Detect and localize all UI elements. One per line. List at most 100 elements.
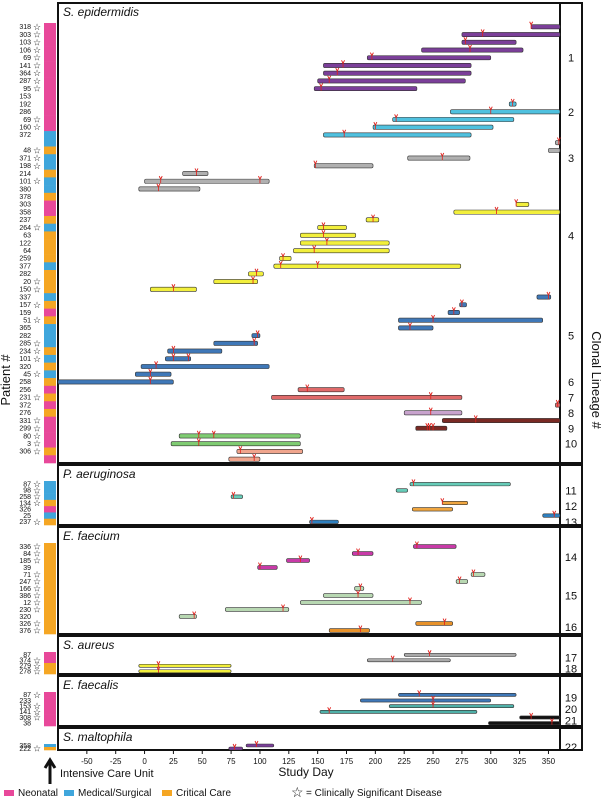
star-icon: ☆ [33, 446, 41, 456]
patient-label: 69 [23, 117, 31, 124]
lineage-number: 15 [565, 591, 577, 603]
patient-label: 153 [19, 703, 31, 710]
lineage-bar [395, 488, 408, 493]
star-icon: ☆ [33, 556, 41, 566]
lineage-bar [213, 340, 258, 346]
unit-cell [44, 200, 56, 209]
lineage-number: 11 [565, 485, 576, 497]
patient-label: 233 [19, 698, 31, 705]
lineage-bar [461, 39, 517, 45]
patient-label: 299 [19, 426, 31, 433]
isolate-mark [356, 548, 360, 553]
isolate-mark [298, 555, 303, 560]
patient-label: 141 [19, 709, 31, 716]
isolate-mark [313, 160, 318, 165]
lineage-bar [530, 24, 561, 30]
star-icon: ☆ [33, 666, 41, 676]
lineage-bar [323, 63, 472, 68]
isolate-mark [341, 60, 345, 65]
isolate-mark [440, 152, 445, 157]
star-icon: ☆ [33, 626, 41, 636]
legend-label-neonatal: Neonatal [18, 788, 58, 799]
unit-cell [44, 362, 56, 371]
isolate-mark [473, 415, 478, 420]
star-icon: ☆ [33, 300, 41, 310]
isolate-mark [427, 422, 432, 428]
unit-cell [44, 161, 56, 170]
star-icon: ☆ [33, 707, 41, 717]
unit-cell [44, 385, 56, 394]
x-tick-label: -50 [81, 757, 93, 766]
lineage-bar [413, 544, 457, 549]
patient-label: 141 [19, 63, 31, 70]
lineage-bar [519, 715, 561, 720]
star-icon: ☆ [33, 690, 41, 700]
isolate-mark [309, 516, 314, 522]
patient-label: 150 [19, 287, 31, 294]
lineage-bar [279, 256, 292, 261]
x-tick-label: 200 [369, 757, 383, 766]
lineage-bar [441, 500, 468, 506]
unit-cell [44, 564, 56, 572]
lineage-bar [245, 743, 275, 748]
isolate-mark [255, 330, 260, 335]
x-tick-label: -25 [110, 757, 122, 766]
star-icon: ☆ [33, 53, 41, 63]
lineage-bar [411, 507, 453, 512]
unit-cell [44, 439, 56, 448]
patient-label: 320 [19, 614, 31, 621]
unit-cell [44, 744, 56, 748]
star-icon: ☆ [33, 22, 41, 32]
lineage-bar [225, 607, 290, 612]
unit-cell [44, 192, 56, 201]
unit-cell [44, 293, 56, 302]
lineage-bar [228, 456, 261, 462]
unit-cell [44, 720, 56, 727]
star-icon: ☆ [33, 492, 41, 502]
unit-cell [44, 308, 56, 317]
unit-cell [44, 146, 56, 155]
isolate-mark [529, 712, 534, 717]
legend: Intensive Care Unit Neonatal Medical/Sur… [4, 757, 442, 800]
patient-label: 285 [19, 341, 31, 348]
patient-label: 282 [19, 271, 31, 278]
unit-cell [44, 592, 56, 600]
lineage-bar [228, 746, 243, 751]
lineage-bar [170, 441, 301, 447]
lineage-column [559, 635, 583, 675]
isolate-mark [555, 399, 560, 404]
lineage-number: 16 [565, 622, 577, 634]
star-icon: ☆ [33, 84, 41, 94]
patient-label: 337 [19, 294, 31, 301]
lineage-bar [182, 171, 209, 176]
legend-label-medical-surgical: Medical/Surgical [78, 788, 151, 799]
unit-cell [44, 177, 56, 186]
isolate-mark [148, 376, 153, 381]
star-icon: ☆ [33, 76, 41, 86]
patient-label: 87 [23, 481, 31, 488]
unit-cell [44, 668, 56, 675]
legend-swatch-critical-care [162, 790, 172, 796]
star-icon: ☆ [33, 542, 41, 552]
lineage-number: 6 [568, 377, 574, 389]
lineage-bar [57, 379, 174, 385]
patient-label: 71 [23, 572, 31, 579]
legend-star-icon: ☆ [291, 784, 304, 800]
isolate-mark [315, 260, 320, 266]
star-icon: ☆ [33, 713, 41, 723]
lineage-bar [273, 263, 462, 269]
isolate-mark [529, 21, 534, 26]
isolate-mark [440, 498, 445, 503]
star-icon: ☆ [33, 277, 41, 287]
unit-cell [44, 123, 56, 132]
isolate-mark [408, 322, 412, 327]
lineage-bar [323, 593, 374, 598]
unit-cell [44, 53, 56, 62]
patient-label: 45 [23, 372, 31, 379]
unit-cell [44, 246, 56, 255]
star-icon: ☆ [33, 176, 41, 186]
x-tick-label: 350 [542, 757, 556, 766]
organism-label: S. maltophila [63, 730, 133, 744]
patient-label: 336 [19, 544, 31, 551]
